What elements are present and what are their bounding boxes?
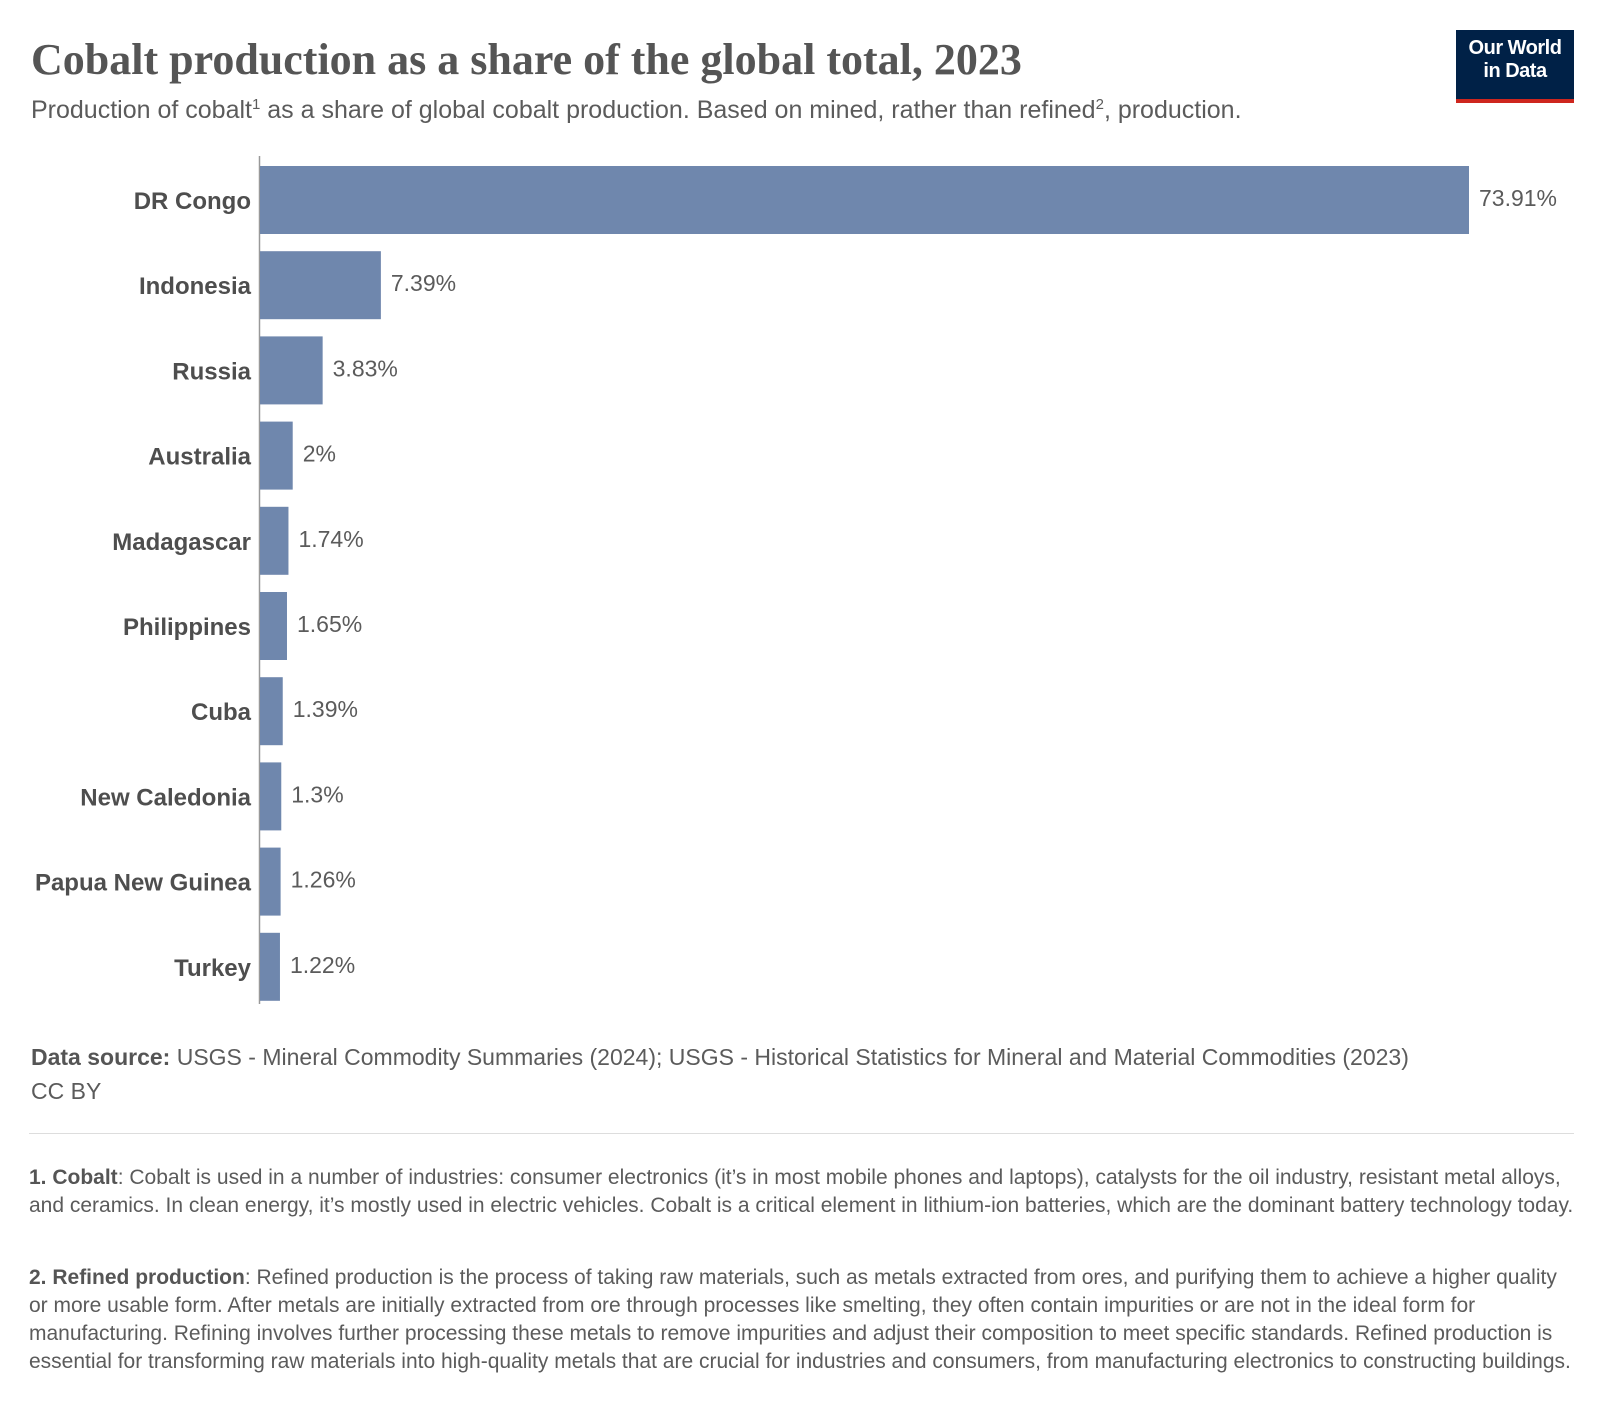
license-text[interactable]: CC BY: [31, 1078, 102, 1104]
value-label-russia: 3.83%: [333, 355, 398, 381]
bar-turkey[interactable]: [260, 932, 280, 1001]
value-label-madagascar: 1.74%: [298, 526, 363, 552]
owid-logo[interactable]: Our World in Data: [1456, 30, 1574, 103]
bars-group: DR Congo 73.91% Indonesia 7.39% Russia 3.83% A…: [35, 166, 1557, 1001]
value-label-turkey: 1.22%: [290, 952, 355, 978]
footnote-2-label: 2. Refined production: [29, 1266, 245, 1289]
subtitle-part-3: , production.: [1103, 96, 1242, 124]
value-label-new-caledonia: 1.3%: [291, 781, 343, 807]
bar-australia[interactable]: [260, 421, 293, 490]
bar-philippines[interactable]: [260, 592, 287, 660]
bar-russia[interactable]: [260, 336, 323, 405]
footnote-1-text: : Cobalt is used in a number of industri…: [29, 1166, 1574, 1217]
logo-line-1: Our World: [1468, 37, 1562, 59]
source-text[interactable]: USGS - Mineral Commodity Summaries (2024…: [170, 1044, 1409, 1070]
bar-madagascar[interactable]: [260, 506, 289, 575]
value-label-papua-new-guinea: 1.26%: [291, 867, 356, 893]
data-source: Data source: USGS - Mineral Commodity Su…: [31, 1040, 1409, 1108]
bar-chart: DR Congo 73.91% Indonesia 7.39% Russia 3.83% A…: [35, 156, 1557, 1004]
category-label-new-caledonia: New Caledonia: [80, 784, 251, 811]
subtitle-part-2: as a share of global cobalt production. …: [260, 96, 1096, 124]
category-label-cuba: Cuba: [191, 699, 252, 726]
category-label-russia: Russia: [172, 358, 251, 385]
bar-new-caledonia[interactable]: [260, 762, 282, 831]
category-label-dr-congo: DR Congo: [134, 188, 251, 215]
footnote-2-text: : Refined production is the process of t…: [29, 1266, 1571, 1373]
source-label: Data source:: [31, 1044, 171, 1070]
footnote-1-label: 1. Cobalt: [29, 1166, 118, 1189]
subtitle-footnote-2[interactable]: 2: [1095, 96, 1104, 113]
footer-divider: [29, 1133, 1574, 1134]
category-label-madagascar: Madagascar: [112, 529, 251, 556]
bar-cuba[interactable]: [260, 677, 283, 746]
category-label-turkey: Turkey: [174, 955, 252, 982]
bar-indonesia[interactable]: [260, 251, 381, 320]
category-label-papua-new-guinea: Papua New Guinea: [35, 870, 252, 897]
category-label-australia: Australia: [148, 444, 251, 471]
value-label-australia: 2%: [303, 441, 336, 467]
category-label-indonesia: Indonesia: [139, 273, 252, 300]
subtitle-part-1: Production of cobalt: [31, 96, 252, 124]
footnote-2: 2. Refined production: Refined productio…: [29, 1264, 1574, 1376]
logo-line-2: in Data: [1483, 60, 1547, 82]
value-label-philippines: 1.65%: [297, 611, 362, 637]
footnote-1: 1. Cobalt: Cobalt is used in a number of…: [29, 1164, 1574, 1220]
chart-subtitle: Production of cobalt1 as a share of glob…: [31, 96, 1242, 125]
value-label-indonesia: 7.39%: [391, 270, 456, 296]
category-label-philippines: Philippines: [123, 614, 251, 641]
bar-dr-congo[interactable]: [260, 166, 1469, 234]
chart-title: Cobalt production as a share of the glob…: [31, 35, 1022, 84]
subtitle-footnote-1[interactable]: 1: [251, 96, 261, 113]
value-label-dr-congo: 73.91%: [1479, 185, 1557, 211]
value-label-cuba: 1.39%: [293, 696, 358, 722]
bar-papua-new-guinea[interactable]: [260, 847, 281, 916]
